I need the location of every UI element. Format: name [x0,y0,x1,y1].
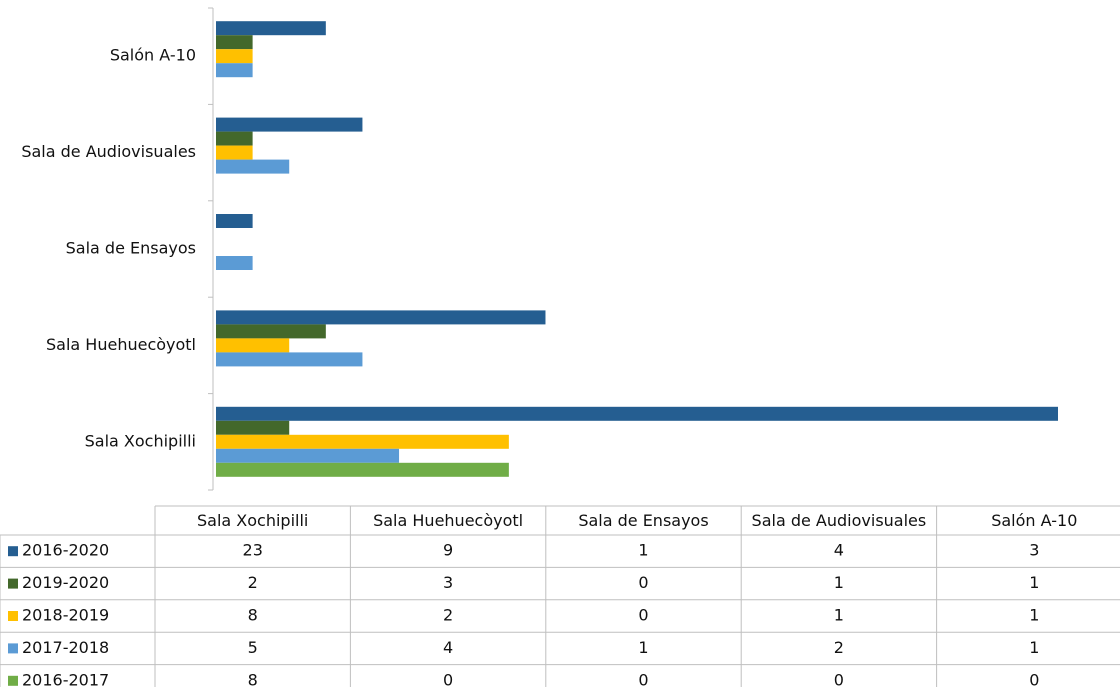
table-cell: 23 [243,541,263,560]
bar [216,310,546,325]
category-label: Sala de Audiovisuales [21,142,196,161]
table-header: Sala de Ensayos [578,511,708,530]
legend-label: 2019-2020 [22,573,109,592]
legend-swatch [8,546,18,557]
table-cell: 0 [1029,670,1039,687]
bar [216,434,509,449]
bar [216,324,326,339]
table-cell: 9 [443,541,453,560]
bar [216,352,363,367]
bar [216,63,253,78]
legend-label: 2016-2017 [22,670,109,687]
table-cell: 0 [638,573,648,592]
table-cell: 1 [1029,573,1039,592]
table-cell: 0 [638,670,648,687]
table-cell: 1 [1029,606,1039,625]
table-cell: 1 [834,573,844,592]
category-label: Salón A-10 [110,46,196,65]
legend-label: 2018-2019 [22,606,109,625]
table-header: Salón A-10 [991,511,1077,530]
table-cell: 5 [248,638,258,657]
table-cell: 8 [248,670,258,687]
bar [216,256,253,270]
bar [216,21,326,36]
table-cell: 4 [443,638,453,657]
table-cell: 0 [834,670,844,687]
table-header: Sala Huehuecòyotl [373,511,523,530]
table-cell: 2 [834,638,844,657]
legend-swatch [8,643,18,654]
table-cell: 1 [638,541,648,560]
table-cell: 1 [834,606,844,625]
bar [216,49,253,64]
bar [216,462,509,477]
table-cell: 1 [638,638,648,657]
table-header: Sala Xochipilli [197,511,308,530]
category-label: Sala de Ensayos [66,239,196,258]
bar [216,35,253,50]
category-label: Sala Huehuecòyotl [46,335,196,354]
legend-swatch [8,611,18,621]
table-cell: 3 [443,573,453,592]
table-cell: 2 [443,606,453,625]
bar [216,420,290,435]
table-cell: 0 [443,670,453,687]
bar [216,214,253,228]
bar [216,145,253,160]
table-header: Sala de Audiovisuales [752,511,927,530]
legend-label: 2016-2020 [22,541,109,560]
legend-swatch [8,578,18,589]
table-cell: 0 [638,606,648,625]
bar [216,159,290,174]
table-cell: 1 [1029,638,1039,657]
table-cell: 2 [248,573,258,592]
legend-label: 2017-2018 [22,638,109,657]
table-cell: 8 [248,606,258,625]
table-cell: 4 [834,541,844,560]
table-cell: 3 [1029,541,1039,560]
bar [216,448,400,463]
bar [216,338,290,353]
legend-swatch [8,675,18,686]
category-label: Sala Xochipilli [85,431,196,450]
bar [216,406,1058,421]
bar [216,117,363,132]
bar [216,131,253,146]
